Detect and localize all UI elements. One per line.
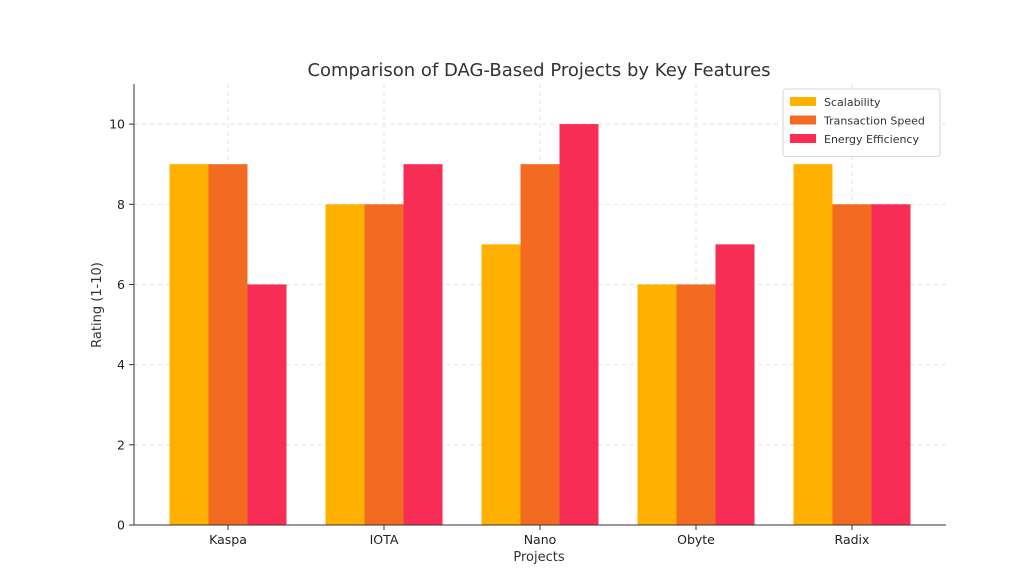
y-axis-label: Rating (1-10) — [90, 262, 105, 348]
chart-title: Comparison of DAG-Based Projects by Key … — [307, 60, 770, 81]
bar-obyte-scalability — [637, 284, 677, 525]
legend: Scalability Transaction Speed Energy Effic… — [782, 88, 941, 157]
bar-radix-scalability — [793, 164, 833, 525]
bars — [169, 124, 911, 526]
bar-kaspa-transaction-speed — [208, 164, 248, 525]
x-axis-label: Projects — [513, 550, 564, 565]
legend-swatch-transaction-speed — [790, 115, 816, 125]
y-tick-label: 4 — [117, 357, 125, 372]
bar-nano-scalability — [481, 244, 521, 525]
y-tick-label: 0 — [117, 518, 125, 533]
bar-iota-scalability — [325, 204, 365, 526]
legend-label-transaction-speed: Transaction Speed — [823, 115, 925, 128]
legend-swatch-scalability — [790, 97, 816, 106]
bar-obyte-transaction-speed — [676, 284, 716, 525]
legend-swatch-energy-efficiency — [790, 134, 816, 143]
y-tick-label: 10 — [109, 117, 125, 132]
y-tick-label: 2 — [117, 437, 125, 452]
y-tick-label: 8 — [117, 197, 125, 212]
axes: 0 2 4 6 8 10 Kaspa IOTA Nano Obyte Radix — [109, 84, 946, 547]
x-tick-label-nano: Nano — [524, 532, 557, 547]
bar-iota-transaction-speed — [364, 204, 404, 526]
bar-nano-energy-efficiency — [559, 124, 599, 525]
legend-box — [782, 88, 941, 157]
bar-nano-transaction-speed — [520, 164, 560, 525]
x-tick-label-iota: IOTA — [370, 532, 399, 547]
bar-iota-energy-efficiency — [403, 164, 443, 525]
x-tick-label-radix: Radix — [835, 532, 870, 547]
bar-obyte-energy-efficiency — [715, 244, 755, 525]
x-tick-label-obyte: Obyte — [677, 532, 715, 547]
bar-kaspa-scalability — [169, 164, 209, 525]
bar-kaspa-energy-efficiency — [247, 284, 287, 525]
bar-radix-energy-efficiency — [871, 204, 911, 526]
bar-radix-transaction-speed — [832, 204, 872, 526]
grid-lines — [134, 84, 946, 525]
y-tick-label: 6 — [117, 277, 125, 292]
x-tick-label-kaspa: Kaspa — [209, 532, 247, 547]
legend-label-scalability: Scalability — [824, 96, 881, 109]
legend-label-energy-efficiency: Energy Efficiency — [824, 133, 919, 146]
